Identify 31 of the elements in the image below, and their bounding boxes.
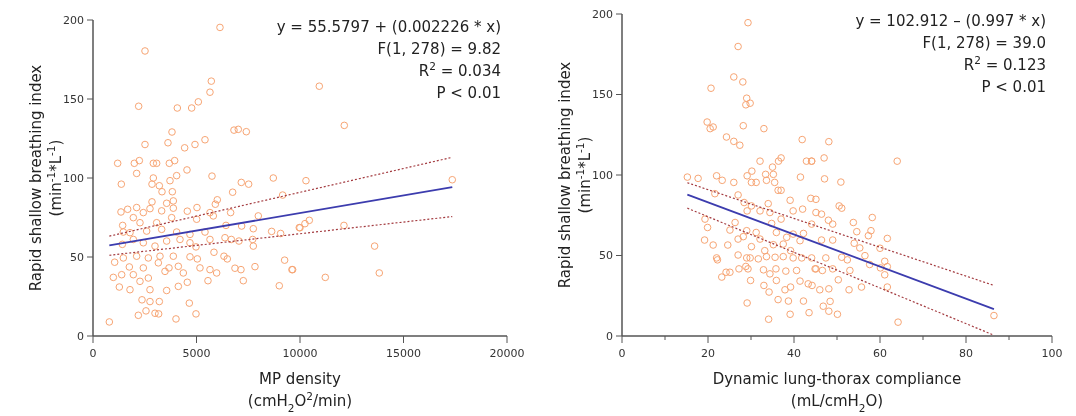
annotation: P < 0.01 bbox=[436, 84, 501, 102]
y-tick-label: 200 bbox=[63, 13, 84, 27]
y-tick-label: 0 bbox=[606, 329, 613, 343]
annotation: y = 102.912 – (0.997 * x) bbox=[855, 12, 1046, 30]
x-tick-label: 60 bbox=[873, 347, 887, 360]
annotation: F(1, 278) = 39.0 bbox=[922, 34, 1046, 52]
x-tick-label: 100 bbox=[1041, 347, 1063, 360]
x-tick-label: 20 bbox=[701, 347, 715, 360]
y-tick-label: 50 bbox=[70, 250, 84, 264]
x-tick-label: 40 bbox=[787, 347, 801, 360]
y-tick-label: 200 bbox=[592, 7, 613, 21]
annotation: P < 0.01 bbox=[981, 78, 1046, 96]
annotation: R$^{2}$ = 0.034 bbox=[418, 60, 501, 80]
x-tick-label: 80 bbox=[959, 347, 973, 360]
x-tick-label: 20000 bbox=[489, 347, 525, 360]
x-tick-label: 0 bbox=[618, 347, 626, 360]
x-axis-title: Dynamic lung-thorax compliance (mL/cmH$_{2}$O) bbox=[712, 370, 962, 414]
y-tick-label: 150 bbox=[592, 88, 613, 102]
y-tick-label: 50 bbox=[599, 249, 613, 263]
x-axis-title: MP density (cmH$_{2}$O$^{2}$/min) bbox=[247, 370, 353, 414]
x-tick-label: 15000 bbox=[386, 347, 421, 360]
y-tick-label: 150 bbox=[63, 92, 84, 106]
annotation: F(1, 278) = 9.82 bbox=[377, 40, 501, 58]
y-tick-label: 0 bbox=[77, 329, 84, 343]
x-tick-label: 10000 bbox=[282, 347, 318, 360]
y-tick-label: 100 bbox=[592, 168, 613, 182]
annotation: R$^{2}$ = 0.123 bbox=[963, 54, 1046, 74]
x-tick-label: 0 bbox=[89, 347, 97, 360]
annotation: y = 55.5797 + (0.002226 * x) bbox=[276, 18, 501, 36]
x-tick-label: 5000 bbox=[182, 347, 211, 360]
y-tick-label: 100 bbox=[63, 171, 84, 185]
